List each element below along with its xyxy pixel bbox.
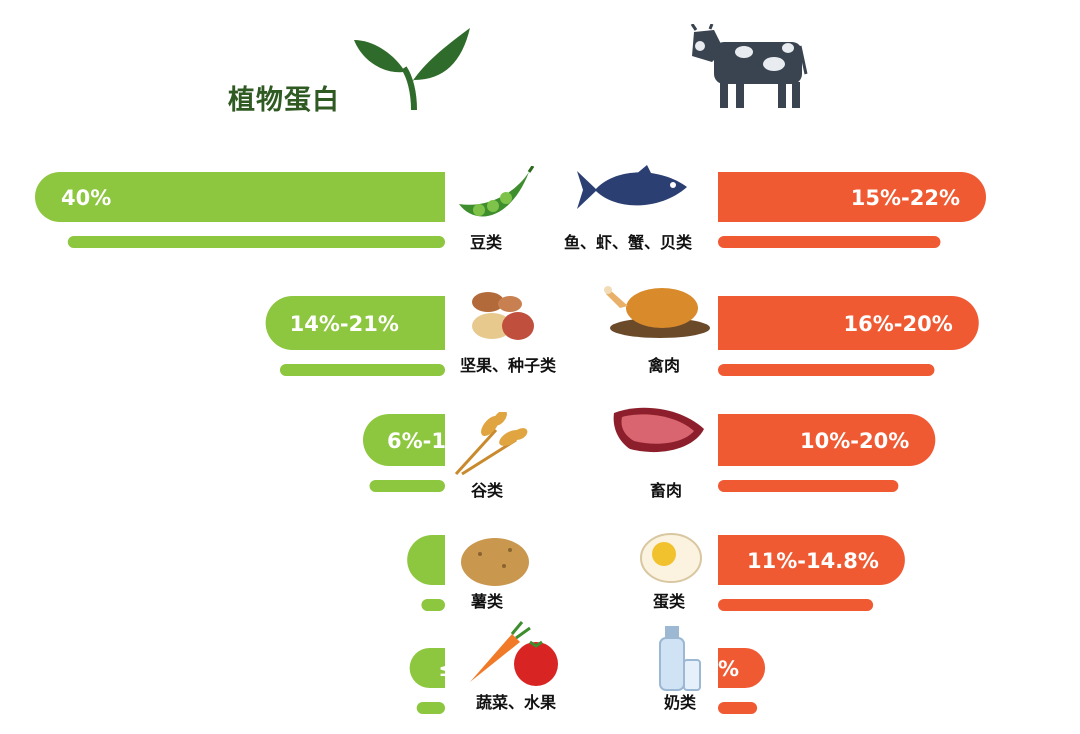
steak-icon	[610, 403, 708, 459]
animal-category-label: 奶类	[664, 693, 697, 712]
plant-sub-bar	[279, 364, 445, 376]
plant-value-label: 14%-21%	[290, 312, 399, 336]
animal-value-label: 16%-20%	[844, 312, 953, 336]
plant-sub-bar	[67, 236, 446, 248]
fish-icon	[575, 165, 693, 215]
plant-sub-bar	[421, 599, 445, 611]
animal-sub-bar	[718, 364, 935, 376]
egg-icon	[640, 532, 702, 584]
cow-icon	[684, 23, 809, 112]
animal-sub-bar	[718, 702, 758, 714]
plant-category-label: 坚果、种子类	[460, 356, 557, 375]
plant-protein-title: 植物蛋白	[228, 85, 340, 116]
animal-sub-bar	[718, 480, 899, 492]
plant-bar	[363, 414, 445, 466]
animal-bar	[718, 535, 905, 585]
animal-category-label: 鱼、虾、蟹、贝类	[564, 233, 693, 252]
milk-icon	[652, 624, 702, 692]
wheat-icon	[452, 410, 528, 476]
animal-value-label: 15%-22%	[851, 186, 960, 210]
animal-bar	[718, 414, 936, 466]
plant-category-label: 谷类	[471, 481, 504, 500]
plant-category-label: 薯类	[470, 592, 504, 611]
plant-bar	[409, 648, 445, 688]
plant-bar	[265, 296, 445, 350]
animal-category-label: 禽肉	[647, 356, 680, 375]
plant-bar	[35, 172, 445, 222]
animal-bar	[718, 296, 979, 350]
plant-sub-bar	[416, 702, 445, 714]
plant-value-label: 40%	[61, 186, 111, 210]
roast-chicken-icon	[604, 278, 710, 340]
animal-sub-bar	[718, 236, 941, 248]
nuts-icon	[466, 288, 538, 344]
plant-category-label: 豆类	[470, 233, 503, 252]
animal-value-label: 10%-20%	[800, 429, 909, 453]
animal-bar	[718, 648, 766, 688]
animal-sub-bar	[718, 599, 874, 611]
pea-pod-icon	[455, 165, 535, 228]
animal-bar	[718, 172, 986, 222]
plant-value-label: 6%-10%	[387, 429, 482, 453]
plant-sub-bar	[369, 480, 445, 492]
plant-bar	[407, 535, 445, 585]
plant-category-label: 蔬菜、水果	[476, 693, 556, 712]
potato-icon	[460, 536, 530, 588]
carrot-tomato-icon	[466, 620, 562, 686]
animal-category-label: 蛋类	[653, 592, 686, 611]
sprout-icon	[352, 22, 482, 112]
animal-value-label: 11%-14.8%	[747, 549, 879, 573]
animal-category-label: 畜肉	[650, 481, 682, 500]
